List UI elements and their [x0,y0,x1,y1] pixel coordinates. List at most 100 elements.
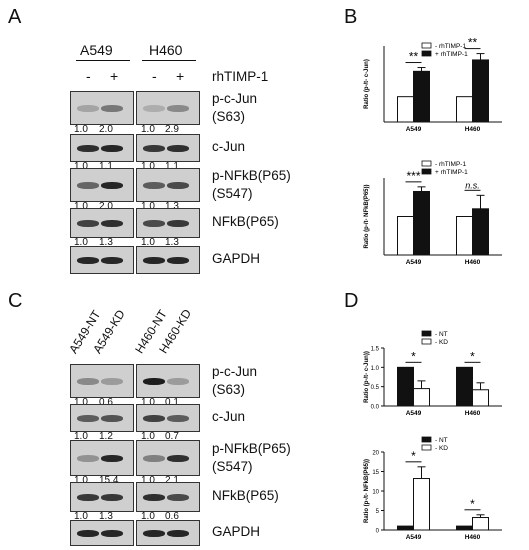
bar [397,216,414,256]
blot-block [70,208,134,238]
bar [456,525,473,531]
blot-band [143,257,165,264]
quant-value: 1.0 [141,161,155,172]
legend-label: - KD [435,339,448,346]
quant-value: 0.7 [165,431,179,442]
blot-block [70,520,134,546]
blot-label: p-c-Jun (S63) [212,91,258,124]
blot-label: p-NFkB(P65) (S547) [212,441,291,474]
blot-label: GAPDH [212,524,261,539]
blot-block [70,134,134,162]
blot-band [77,455,99,462]
y-axis-label: Ratio (p-/t- c-Jun)) [364,351,370,403]
blot-band [101,182,123,189]
blot-band [143,105,165,112]
quant-value: 1.0 [74,161,88,172]
blot-band [167,378,189,385]
blot-band [167,494,189,501]
significance-label: n.s. [465,180,480,190]
x-tick-label: H460 [465,259,481,266]
blot-band [101,494,123,501]
quant-value: 1.0 [74,237,88,248]
quant-value: 1.1 [165,161,179,172]
blot-band [101,145,123,152]
bar [397,96,414,123]
quant-value: 2.0 [99,201,113,212]
y-tick-label: 10 [372,490,379,496]
blot-band [167,415,189,422]
quant-value: 1.0 [74,124,88,135]
legend-label: + rhTIMP-1 [435,169,468,176]
legend-swatch [421,330,432,337]
x-tick-label: H460 [465,126,481,133]
quant-value: 1.0 [141,201,155,212]
blot-band [77,257,99,264]
blot-band [143,494,165,501]
blot-block [70,168,134,202]
blot-band [143,145,165,152]
quant-value: 1.3 [165,201,179,212]
blot-band [77,220,99,227]
blot-band [77,182,99,189]
blot-label: GAPDH [212,251,261,266]
legend-label: - rhTIMP-1 [435,161,466,168]
significance-label: * [411,449,416,463]
legend-swatch [421,160,432,167]
blot-block [136,168,200,202]
quant-value: 1.2 [99,431,113,442]
y-axis-label: Ratio (p-/t- c-Jun) [364,59,370,109]
blot-band [101,257,123,264]
x-tick-label: H460 [465,534,481,541]
y-axis-label: Ratio (p-/t- NFkB(P65)) [364,185,370,249]
blot-block [136,246,200,274]
blot-band [101,530,123,537]
blot-label: p-NFkB(P65) (S547) [212,168,291,201]
panel-label-b: B [344,6,358,28]
blot-block [136,404,200,432]
x-tick-label: A549 [406,534,422,541]
bar [413,190,430,256]
quant-value: 1.0 [141,475,155,486]
blot-band [77,530,99,537]
blot-band [77,378,99,385]
y-tick-label: 5 [376,509,380,515]
legend-label: + rhTIMP-1 [435,51,468,58]
quant-value: 0.6 [99,397,113,408]
panel-label-d: D [344,290,359,312]
header-line-a549 [76,60,130,61]
blot-band [167,145,189,152]
sign: - [152,68,157,84]
y-tick-label: 0 [376,529,380,535]
bar [397,525,414,531]
quant-value: 1.0 [74,511,88,522]
chart-b-bottom: Ratio (p-/t- NFkB(P65)) A549 *** H460 n.s. - … [364,160,502,266]
blot-band [77,415,99,422]
x-tick-label: A549 [406,259,422,266]
quant-value: 1.0 [141,397,155,408]
blot-band [101,220,123,227]
blot-label: c-Jun [212,409,246,424]
legend-label: - NT [435,331,448,338]
quant-value: 2.1 [165,475,179,486]
blot-label: p-c-Jun (S63) [212,364,258,397]
legend-swatch [421,444,432,451]
bar [413,478,430,531]
blot-band [167,530,189,537]
blot-band [77,105,99,112]
quant-value: 1.3 [99,511,113,522]
blot-band [167,182,189,189]
blot-block [70,404,134,432]
blot-band [101,105,123,112]
quant-value: 1.0 [141,431,155,442]
chart-b-top: Ratio (p-/t- c-Jun)A549**H460**- rhTIMP-… [364,36,502,133]
sign: + [176,68,185,84]
y-tick-label: 0.0 [371,405,380,411]
panel-label-c: C [8,290,23,312]
blot-block [70,440,134,476]
blot-band [77,145,99,152]
bar [413,388,430,407]
blot-band [77,494,99,501]
treatment-label: rhTIMP-1 [212,69,269,84]
quant-value: 1.0 [74,475,88,486]
